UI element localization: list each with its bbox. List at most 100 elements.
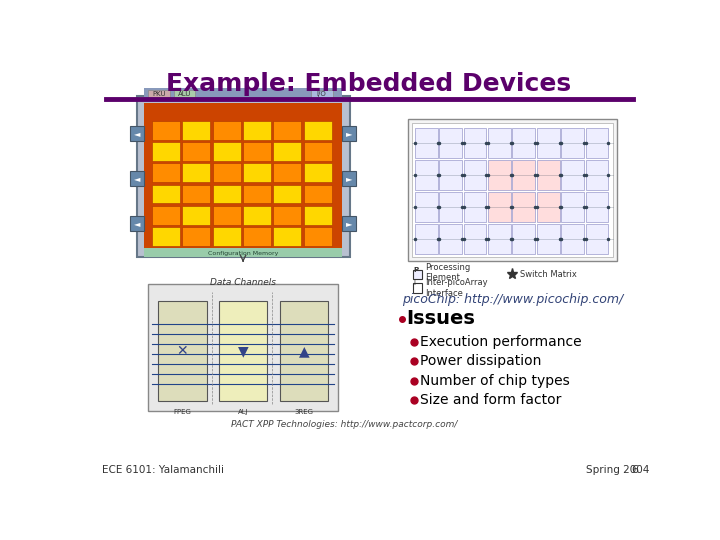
Bar	[274, 206, 302, 225]
Bar	[182, 185, 210, 204]
Bar	[152, 121, 180, 140]
Text: ◄: ◄	[134, 174, 140, 183]
Bar	[537, 192, 559, 222]
Bar	[144, 248, 342, 257]
Bar	[585, 160, 608, 190]
Text: Spring 2004: Spring 2004	[586, 465, 649, 475]
Text: ►: ►	[346, 129, 352, 138]
Text: ►: ►	[346, 219, 352, 228]
Bar	[513, 160, 535, 190]
Bar	[130, 171, 144, 186]
Bar	[537, 225, 559, 254]
Bar	[152, 142, 180, 161]
Text: ✕: ✕	[176, 344, 188, 358]
Text: ECE 6101: Yalamanchili: ECE 6101: Yalamanchili	[102, 465, 224, 475]
Text: P: P	[413, 267, 418, 273]
Bar	[212, 121, 240, 140]
Bar	[464, 160, 487, 190]
Bar	[413, 284, 423, 293]
Text: picoChip: http://www.picochip.com/: picoChip: http://www.picochip.com/	[402, 293, 623, 306]
Bar	[148, 284, 338, 411]
Text: Number of chip types: Number of chip types	[420, 374, 570, 388]
Bar	[488, 192, 510, 222]
Text: Size and form factor: Size and form factor	[420, 393, 562, 407]
Bar	[561, 160, 584, 190]
Bar	[243, 206, 271, 225]
Text: ▲: ▲	[299, 344, 309, 358]
Bar	[152, 185, 180, 204]
Bar	[415, 160, 438, 190]
Bar	[585, 128, 608, 158]
Bar	[144, 103, 342, 249]
Bar	[152, 164, 180, 182]
Text: PACT XPP Technologies: http://www.pactcorp.com/: PACT XPP Technologies: http://www.pactco…	[231, 420, 458, 429]
Bar	[243, 142, 271, 161]
Bar	[304, 164, 332, 182]
Bar	[243, 185, 271, 204]
Bar	[274, 121, 302, 140]
Bar	[415, 192, 438, 222]
Text: Execution performance: Execution performance	[420, 335, 582, 349]
Bar	[152, 227, 180, 246]
Bar	[212, 142, 240, 161]
Bar	[137, 96, 350, 257]
Bar	[464, 192, 487, 222]
Bar	[413, 269, 423, 279]
Bar	[219, 301, 267, 401]
Bar	[439, 128, 462, 158]
Bar	[513, 128, 535, 158]
Text: Power dissipation: Power dissipation	[420, 354, 541, 368]
Bar	[304, 185, 332, 204]
Text: Switch Matrix: Switch Matrix	[520, 270, 577, 279]
Bar	[130, 215, 144, 231]
Bar	[304, 121, 332, 140]
Text: PKU: PKU	[152, 91, 166, 97]
Bar	[212, 185, 240, 204]
Bar	[439, 192, 462, 222]
Bar	[304, 227, 332, 246]
Text: Processing
Element: Processing Element	[426, 263, 471, 282]
Bar	[174, 90, 195, 99]
Bar	[144, 88, 342, 100]
Bar	[464, 225, 487, 254]
Bar	[561, 128, 584, 158]
Bar	[212, 206, 240, 225]
Bar	[274, 164, 302, 182]
Bar	[513, 225, 535, 254]
Bar	[182, 206, 210, 225]
Bar	[464, 128, 487, 158]
Bar	[342, 171, 356, 186]
Bar	[182, 164, 210, 182]
Bar	[439, 225, 462, 254]
Bar	[304, 142, 332, 161]
Text: ALU: ALU	[178, 91, 192, 97]
Bar	[513, 192, 535, 222]
Bar	[488, 225, 510, 254]
Text: FPEG: FPEG	[174, 409, 192, 415]
Bar	[537, 160, 559, 190]
Bar	[342, 215, 356, 231]
Bar	[561, 192, 584, 222]
Bar	[212, 164, 240, 182]
Text: Inter-picoArray
Interface: Inter-picoArray Interface	[426, 279, 488, 298]
Bar	[585, 192, 608, 222]
Text: ▼: ▼	[238, 344, 248, 358]
Bar	[274, 142, 302, 161]
Bar	[130, 126, 144, 141]
Bar	[439, 160, 462, 190]
Bar	[182, 121, 210, 140]
Bar	[408, 119, 617, 261]
Bar	[152, 206, 180, 225]
Text: ◄: ◄	[134, 219, 140, 228]
Text: 6: 6	[631, 465, 639, 475]
Bar	[537, 128, 559, 158]
Bar	[182, 227, 210, 246]
Bar	[415, 128, 438, 158]
Bar	[488, 128, 510, 158]
Bar	[243, 121, 271, 140]
Bar	[243, 164, 271, 182]
Bar	[311, 90, 333, 99]
Text: ►: ►	[346, 174, 352, 183]
Bar	[561, 225, 584, 254]
Bar	[148, 90, 170, 99]
